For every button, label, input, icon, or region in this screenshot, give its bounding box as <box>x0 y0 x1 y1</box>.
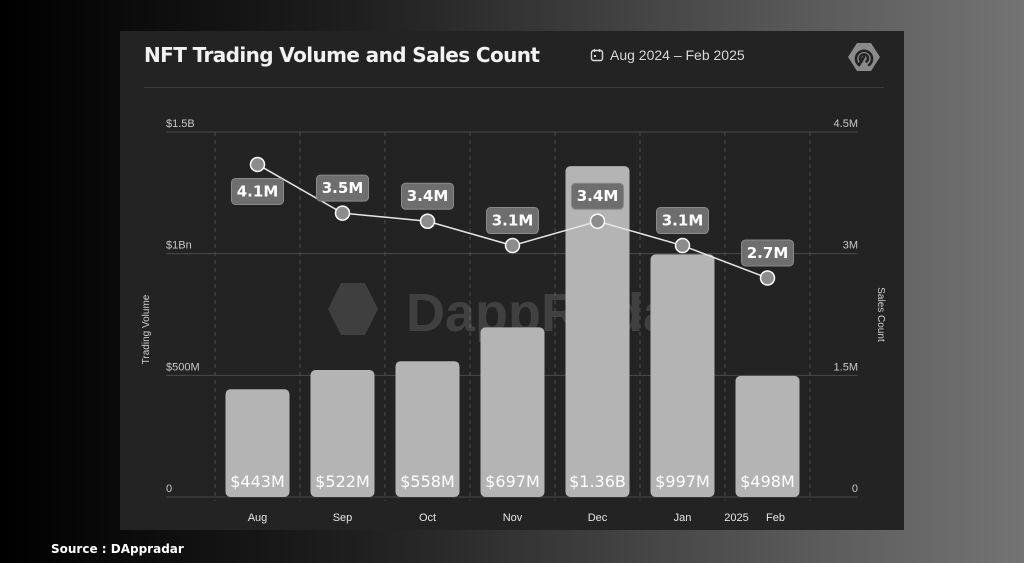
y-axis-title: Trading Volume <box>141 294 152 364</box>
date-range-label: Aug 2024 – Feb 2025 <box>610 47 745 63</box>
x-axis-tick-label: Oct <box>419 512 436 524</box>
bar <box>225 389 290 497</box>
line-marker <box>504 237 521 254</box>
bar <box>650 254 715 497</box>
line-marker <box>759 270 776 286</box>
point-value-label: 3.4M <box>577 187 619 205</box>
point-label-box <box>571 182 624 210</box>
source-caption: Source : DAppradar <box>51 542 184 556</box>
bar <box>395 361 460 497</box>
point-value-label: 3.5M <box>322 179 364 197</box>
watermark: DappRadar <box>328 283 694 343</box>
y2-axis-tick-label: 4.5M <box>834 118 858 130</box>
point-value-label: 2.7M <box>747 244 789 262</box>
title-divider <box>144 87 884 88</box>
bar-value-label: $1.36B <box>569 472 626 491</box>
point-value-label: 4.1M <box>237 182 279 200</box>
x-axis-tick-label: Feb <box>766 512 785 524</box>
x-axis-tick-label: Nov <box>503 512 523 524</box>
watermark-text: DappRadar <box>406 283 694 343</box>
bar-value-label: $522M <box>315 472 370 491</box>
point-value-label: 3.1M <box>492 212 534 230</box>
bar-value-label: $997M <box>655 472 710 491</box>
calendar-icon <box>590 49 604 62</box>
point-label-box <box>656 207 709 235</box>
bar-value-label: $443M <box>230 472 285 491</box>
bar <box>310 369 375 497</box>
chart-plot: DappRadar $443M $522M $558M $697M $1.36B $997M… <box>141 118 886 524</box>
point-value-label: 3.1M <box>662 212 704 230</box>
bar-value-label: $498M <box>740 472 795 491</box>
line-marker <box>589 213 606 229</box>
y-axis-tick-label: $500M <box>166 361 200 373</box>
point-label-box <box>316 174 369 202</box>
x-axis-tick-label: Aug <box>248 512 268 524</box>
line-marker <box>674 237 691 254</box>
line-marker <box>334 205 351 221</box>
y-axis-tick-label: $1.5B <box>166 118 195 130</box>
bar-value-label: $697M <box>485 472 540 491</box>
point-label-box <box>401 182 454 210</box>
y2-axis-tick-label: 3M <box>843 240 858 252</box>
x-axis-tick-label: Sep <box>333 512 353 524</box>
x-axis-tick-label: Dec <box>588 512 608 524</box>
y-axis-tick-label: 0 <box>166 483 172 495</box>
point-label-box <box>486 207 539 235</box>
bar <box>735 375 800 497</box>
date-range: Aug 2024 – Feb 2025 <box>590 47 745 63</box>
x-axis-year-label: 2025 <box>724 512 748 524</box>
point-label-box <box>231 177 284 205</box>
chart-title: NFT Trading Volume and Sales Count <box>144 43 540 67</box>
bar-value-label: $558M <box>400 472 455 491</box>
x-axis-tick-label: Jan <box>674 512 692 524</box>
line-marker <box>419 213 436 229</box>
y2-axis-tick-label: 0 <box>852 483 858 495</box>
point-label-box <box>741 239 794 267</box>
bar <box>480 327 545 497</box>
chart-panel: NFT Trading Volume and Sales Count Aug 2… <box>120 31 904 530</box>
bar <box>565 166 630 498</box>
y-axis-tick-label: $1Bn <box>166 240 192 252</box>
point-value-label: 3.4M <box>407 187 449 205</box>
y2-axis-tick-label: 1.5M <box>834 361 858 373</box>
dappradar-logo-icon <box>848 43 880 71</box>
watermark-logo-icon <box>328 283 378 335</box>
y2-axis-title: Sales Count <box>875 287 886 342</box>
line-marker <box>249 156 266 173</box>
